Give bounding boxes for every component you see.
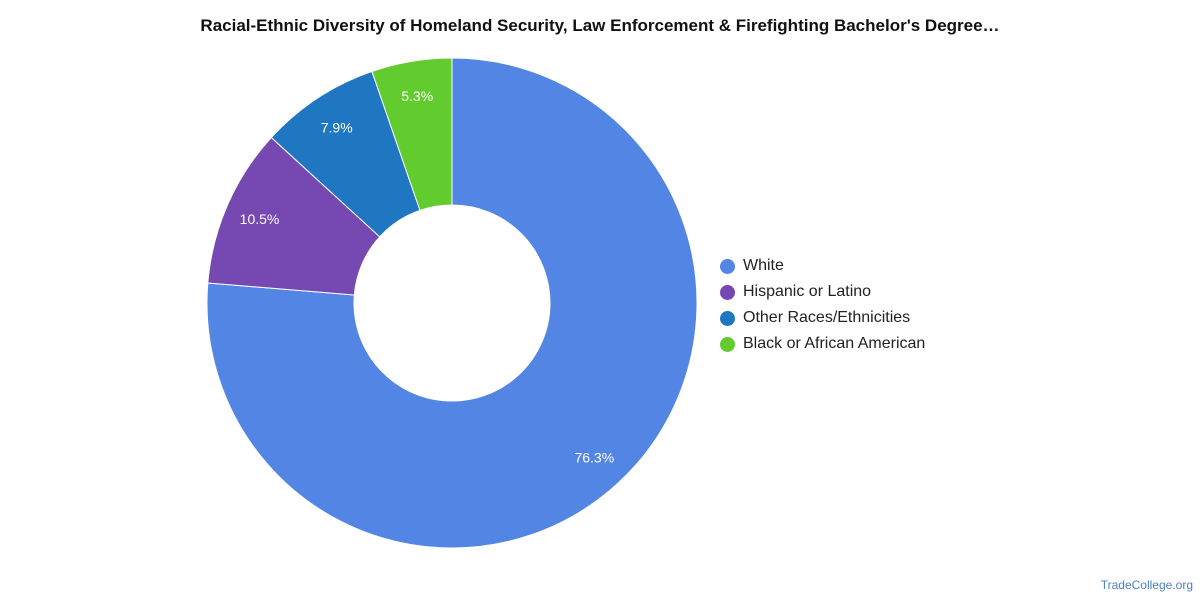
legend: White Hispanic or Latino Other Races/Ethni… xyxy=(720,253,925,357)
legend-item-white[interactable]: White xyxy=(720,253,925,279)
legend-label: Black or African American xyxy=(743,335,926,352)
legend-swatch xyxy=(720,258,735,274)
legend-item-black-or-african-american[interactable]: Black or African American xyxy=(720,331,925,357)
legend-item-other-races-ethnicities[interactable]: Other Races/Ethnicities xyxy=(720,305,925,331)
slice-label-black-or-african-american: 5.3% xyxy=(401,88,433,104)
legend-swatch xyxy=(720,310,735,326)
legend-swatch xyxy=(720,336,735,352)
legend-swatch xyxy=(720,284,735,300)
legend-item-hispanic-or-latino[interactable]: Hispanic or Latino xyxy=(720,279,925,305)
chart-title: Racial-Ethnic Diversity of Homeland Secu… xyxy=(200,16,1000,35)
legend-label: Other Races/Ethnicities xyxy=(743,309,911,326)
slice-label-hispanic-or-latino: 10.5% xyxy=(240,211,280,227)
slice-hispanic-or-latino[interactable] xyxy=(207,136,381,296)
legend-label: White xyxy=(743,257,784,274)
slice-label-white: 76.3% xyxy=(574,449,614,465)
slice-black-or-african-american[interactable] xyxy=(371,57,453,212)
source-credit[interactable]: TradeCollege.org xyxy=(1100,578,1193,592)
legend-label: Hispanic or Latino xyxy=(743,283,872,300)
slice-white[interactable] xyxy=(206,57,698,549)
slice-label-other-races-ethnicities: 7.9% xyxy=(321,119,353,135)
